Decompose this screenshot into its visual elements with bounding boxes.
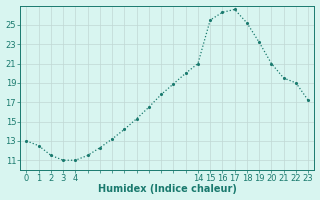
X-axis label: Humidex (Indice chaleur): Humidex (Indice chaleur) — [98, 184, 237, 194]
